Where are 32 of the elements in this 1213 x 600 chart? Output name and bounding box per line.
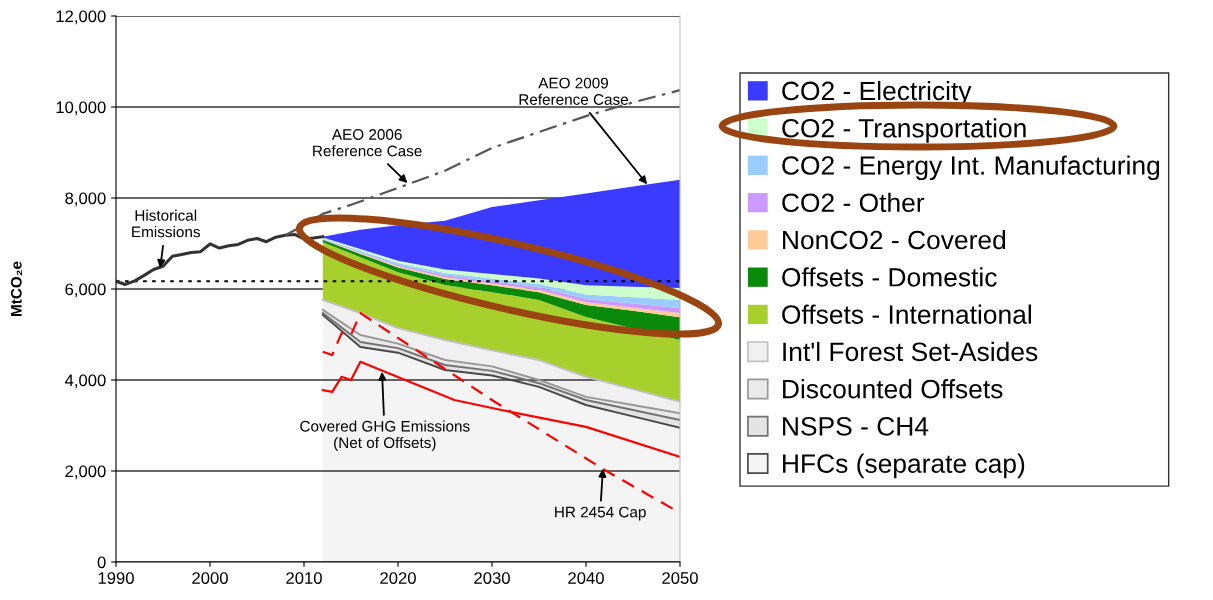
y-tick-label: 8,000 xyxy=(65,192,106,207)
annotation: Covered GHG Emissions (Net of Offsets) xyxy=(300,420,470,452)
legend-label: CO2 - Other xyxy=(782,192,925,213)
annotation: Historical Emissions xyxy=(132,209,200,238)
legend-label: NSPS - CH4 xyxy=(783,417,929,436)
legend-label: Offsets - Domestic xyxy=(782,267,997,287)
x-tick-label: 2050 xyxy=(662,572,698,584)
legend-label: CO2 - Energy Int. Manufacturing xyxy=(782,155,1160,181)
legend-label: CO2 - Transportation xyxy=(782,118,1026,143)
y-tick-label: 0 xyxy=(97,556,106,569)
x-tick-label: 2040 xyxy=(568,572,604,584)
legend-label: Discounted Offsets xyxy=(783,379,1003,399)
legend-label: Offsets - International xyxy=(782,304,1031,324)
annotation: AEO 2006 Reference Case xyxy=(313,129,422,157)
y-axis-title: MtCO₂e xyxy=(10,261,23,316)
legend-label: HFCs (separate cap) xyxy=(783,453,1025,479)
x-tick-label: 1990 xyxy=(98,572,134,584)
y-tick-label: 6,000 xyxy=(65,283,106,298)
y-tick-label: 2,000 xyxy=(65,465,106,480)
y-tick-label: 4,000 xyxy=(64,374,106,389)
legend-label: Int'l Forest Set-Asides xyxy=(783,341,1038,362)
y-tick-label: 10,000 xyxy=(56,101,106,116)
annotation: HR 2454 Cap xyxy=(555,506,646,521)
legend-label: NonCO2 - Covered xyxy=(783,229,1006,250)
legend-label: CO2 - Electricity xyxy=(782,80,972,106)
annotation: AEO 2009 Reference Case xyxy=(519,77,629,105)
x-tick-label: 2020 xyxy=(380,572,416,584)
line-series xyxy=(284,89,680,237)
y-tick-label: 12,000 xyxy=(56,10,106,25)
x-tick-label: 2010 xyxy=(286,572,322,584)
x-tick-label: 2000 xyxy=(192,572,228,584)
x-tick-label: 2030 xyxy=(474,572,510,584)
